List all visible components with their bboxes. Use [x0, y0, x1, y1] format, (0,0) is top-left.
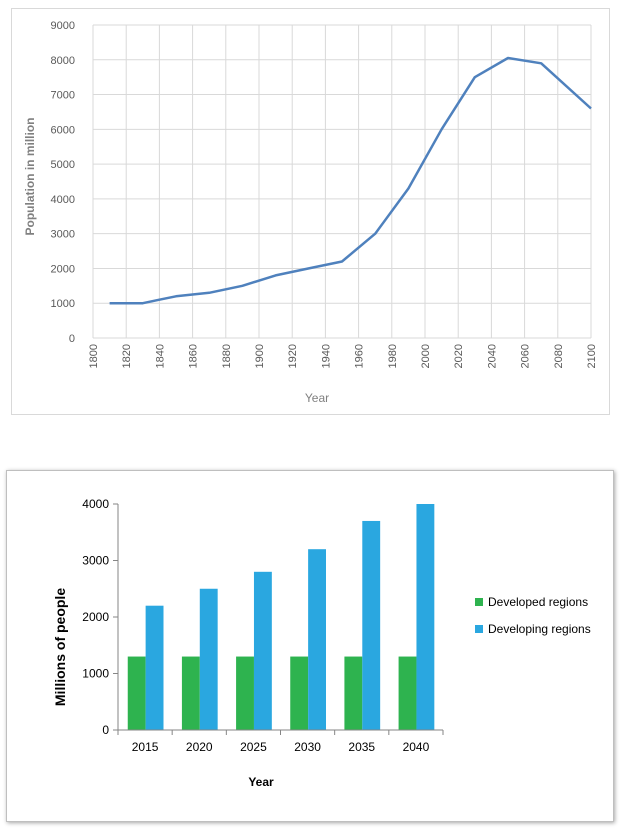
- x-tick-label: 1900: [254, 344, 266, 368]
- population-line: [109, 56, 592, 305]
- y-tick-label: 7000: [51, 90, 75, 102]
- y-tick-label: 3000: [51, 229, 75, 241]
- legend-swatch: [475, 598, 483, 606]
- legend-swatch: [475, 625, 483, 633]
- bar-developed: [290, 656, 309, 730]
- bar-developed: [236, 656, 254, 730]
- y-tick-label: 1000: [82, 667, 109, 681]
- x-tick-label: 2020: [186, 740, 213, 754]
- x-tick-label: 1800: [88, 344, 100, 368]
- x-tick-label: 1960: [354, 344, 366, 368]
- bar-developing: [145, 605, 164, 730]
- y-tick-label: 4000: [82, 497, 109, 511]
- y-tick-label: 2000: [82, 610, 109, 624]
- x-tick-label: 2020: [453, 344, 465, 368]
- y-tick-label: 8000: [51, 55, 75, 67]
- x-axis-title: Year: [248, 775, 274, 789]
- x-tick-label: 2040: [486, 344, 498, 368]
- y-tick-label: 3000: [82, 554, 109, 568]
- x-tick-label: 2000: [420, 344, 432, 368]
- bar-developing: [199, 588, 218, 730]
- population-line-chart: 0 1000 2000 3000 4000 5000 6000 7000 8000 9000 180…: [23, 20, 598, 405]
- x-tick-label: 1820: [121, 344, 133, 368]
- y-tick-label: 5000: [51, 159, 75, 171]
- x-axis-title: Year: [305, 391, 329, 405]
- x-tick-label: 2035: [348, 740, 375, 754]
- x-tick-label: 2040: [403, 740, 430, 754]
- bar-developed: [344, 656, 363, 730]
- y-tick-label: 6000: [51, 124, 75, 136]
- bar-developing: [362, 520, 381, 730]
- bar-developed: [127, 656, 146, 730]
- x-tick-label: 2015: [132, 740, 159, 754]
- line-chart-panel: 0 1000 2000 3000 4000 5000 6000 7000 8000 9000 180…: [11, 8, 610, 415]
- y-tick-label: 4000: [51, 194, 75, 206]
- x-tick-label: 2100: [586, 344, 598, 368]
- x-tick-label: 1940: [320, 344, 332, 368]
- x-tick-label: 2025: [240, 740, 267, 754]
- regions-bar-chart: 0 1000 2000 3000 4000 2015 2020 2025 2030 2035 204…: [52, 497, 591, 789]
- y-tick-label: 1000: [51, 298, 75, 310]
- x-tick-label: 2030: [294, 740, 321, 754]
- y-tick-label: 9000: [51, 20, 75, 32]
- bar-developing: [253, 571, 272, 730]
- x-tick-label: 1920: [287, 344, 299, 368]
- bar-chart-panel: 0 1000 2000 3000 4000 2015 2020 2025 2030 2035 204…: [6, 470, 614, 822]
- y-tick-label: 0: [102, 723, 109, 737]
- x-tick-label: 1860: [188, 344, 200, 368]
- x-tick-label: 1840: [154, 344, 166, 368]
- x-tick-label: 2080: [553, 344, 565, 368]
- y-axis-title: Millions of people: [52, 588, 68, 706]
- bar-developing: [416, 504, 435, 730]
- bar-developing: [308, 549, 326, 730]
- y-axis-title: Population in million: [23, 118, 37, 236]
- x-tick-label: 1980: [387, 344, 399, 368]
- bar-developed: [398, 656, 417, 730]
- y-tick-label: 2000: [51, 263, 75, 275]
- legend-label: Developing regions: [488, 622, 591, 636]
- bar-developed: [181, 656, 200, 730]
- x-tick-label: 1880: [221, 344, 233, 368]
- legend-label: Developed regions: [488, 595, 588, 609]
- x-tick-label: 2060: [520, 344, 532, 368]
- y-tick-label: 0: [69, 333, 75, 345]
